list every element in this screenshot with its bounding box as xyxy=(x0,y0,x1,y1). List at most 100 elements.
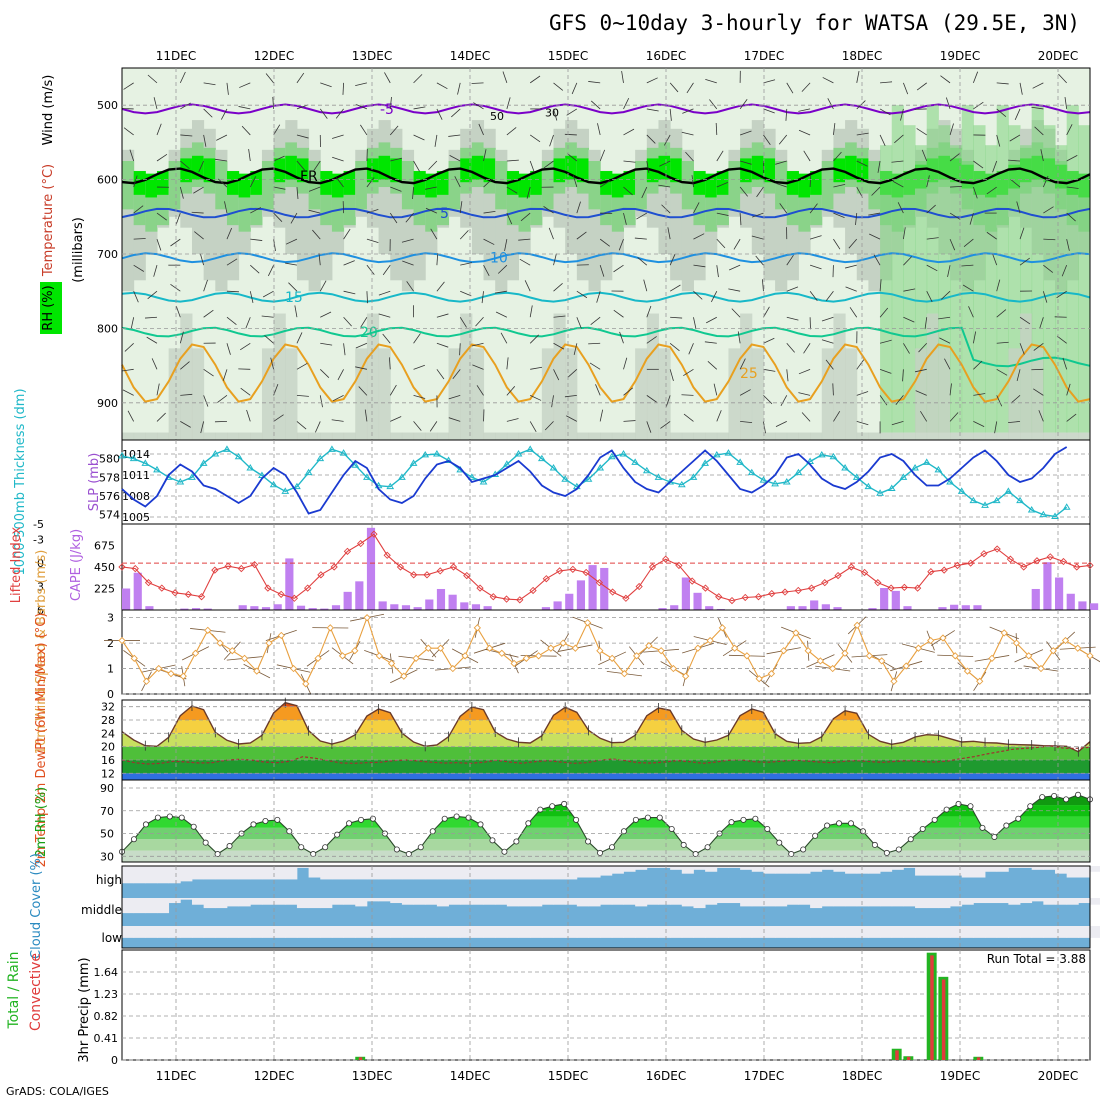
wind-barb xyxy=(224,201,228,214)
rh-deep-moist xyxy=(1055,145,1068,433)
wind-barb xyxy=(296,134,309,139)
wind-barb xyxy=(733,238,741,250)
rh-point xyxy=(346,820,353,827)
cloud-gap xyxy=(728,866,741,868)
rh-point xyxy=(859,828,866,835)
wind-barb xyxy=(775,160,787,165)
cape-bar xyxy=(1055,577,1064,610)
cloud-gap xyxy=(1031,898,1044,902)
rh2m-axis-label: 2m RH (%) xyxy=(34,787,49,858)
rh-saturated-band xyxy=(156,171,170,195)
wind-barb xyxy=(1061,265,1068,277)
rh-point xyxy=(489,837,496,844)
cloud-gap xyxy=(425,898,438,905)
date-label-bottom: 13DEC xyxy=(352,1069,392,1083)
wind-barb xyxy=(319,369,330,378)
wind-barb xyxy=(335,108,344,119)
wind-barb xyxy=(599,265,605,277)
rh-point xyxy=(1027,803,1034,810)
rh-tick-label: 50 xyxy=(100,828,114,841)
wind-barb xyxy=(996,108,1007,117)
wind-barb xyxy=(147,74,158,84)
wind-barb xyxy=(897,202,904,214)
slp-tick-label: 1011 xyxy=(122,469,150,482)
wind-speed-point xyxy=(118,636,126,645)
date-label-top: 20DEC xyxy=(1038,49,1078,63)
cloud-gap xyxy=(681,898,694,907)
thickness-point xyxy=(946,478,954,485)
wind-barb xyxy=(693,317,697,330)
thickness-tick-label: 580 xyxy=(99,453,120,466)
wind-barb xyxy=(949,412,959,422)
cloud-gap xyxy=(845,866,858,874)
wind-speed-point xyxy=(338,652,347,660)
thickness-line xyxy=(121,448,1068,518)
li-point xyxy=(887,584,895,592)
rh-point xyxy=(704,844,711,851)
wind-barb xyxy=(1066,186,1079,189)
wind-barb xyxy=(669,108,672,121)
wind-barb xyxy=(646,108,659,112)
wind-barb xyxy=(520,212,531,222)
rh-low-band xyxy=(133,432,146,440)
wind-barb xyxy=(378,313,391,318)
wind-barb xyxy=(343,343,346,356)
thickness-point xyxy=(328,445,336,452)
cloud-gap xyxy=(576,926,589,938)
cape-bar xyxy=(203,608,212,610)
cloud-gap xyxy=(1020,866,1033,868)
wind-barb xyxy=(564,394,577,398)
cloud-gap xyxy=(355,926,368,938)
wind-barb xyxy=(390,157,402,162)
wind-barb xyxy=(986,231,997,240)
wind-barb xyxy=(475,316,484,327)
rh-legend-swatch xyxy=(40,282,62,334)
cloud-gap xyxy=(891,926,904,938)
wind-barb xyxy=(949,238,956,251)
cloud-gap xyxy=(390,866,403,880)
cloud-gap xyxy=(705,898,718,905)
cloud-gap xyxy=(635,926,648,938)
wind-barb xyxy=(763,134,771,146)
wind-barb xyxy=(856,186,863,198)
wind-speed-point xyxy=(1074,644,1082,652)
thickness-point xyxy=(141,459,150,466)
rh-point xyxy=(262,818,269,825)
cape-bar xyxy=(1031,588,1040,610)
rh-low-band xyxy=(168,348,181,440)
cape-bar xyxy=(145,606,154,610)
cloud-gap xyxy=(156,866,170,884)
wind-barb xyxy=(471,342,484,347)
wind-barb xyxy=(245,317,251,329)
wind-barb xyxy=(191,211,204,214)
date-label-top: 15DEC xyxy=(548,49,588,63)
cloud-gap xyxy=(518,866,531,880)
wind-barb xyxy=(226,258,238,266)
wind-barb xyxy=(454,176,461,188)
rh-moist-band xyxy=(565,120,578,254)
cloud-gap xyxy=(471,926,484,938)
wind-barb xyxy=(506,386,516,396)
rh-wet-band xyxy=(588,161,601,210)
wind-barb xyxy=(436,369,445,380)
wind-barb xyxy=(389,384,397,396)
wind-barb xyxy=(786,286,799,292)
cape-bar xyxy=(285,558,294,610)
wind-barb xyxy=(809,290,818,302)
cloud-gap xyxy=(226,898,240,907)
cloud-gap xyxy=(1078,926,1091,938)
rh-low-band xyxy=(541,348,555,440)
rh-low-band xyxy=(973,432,986,440)
wind-speed-point xyxy=(351,647,359,655)
cape-bar xyxy=(973,605,982,610)
wind-speed-point xyxy=(449,664,457,673)
wind-barb xyxy=(973,393,986,396)
rh-point xyxy=(549,803,556,810)
cape-bar xyxy=(273,604,282,610)
cloud-gap xyxy=(1043,898,1056,905)
cloud-gap xyxy=(658,926,671,938)
thickness-point xyxy=(246,464,255,471)
wind-barb xyxy=(123,82,134,90)
wind-barb xyxy=(530,366,543,370)
wind-barb xyxy=(728,264,741,271)
